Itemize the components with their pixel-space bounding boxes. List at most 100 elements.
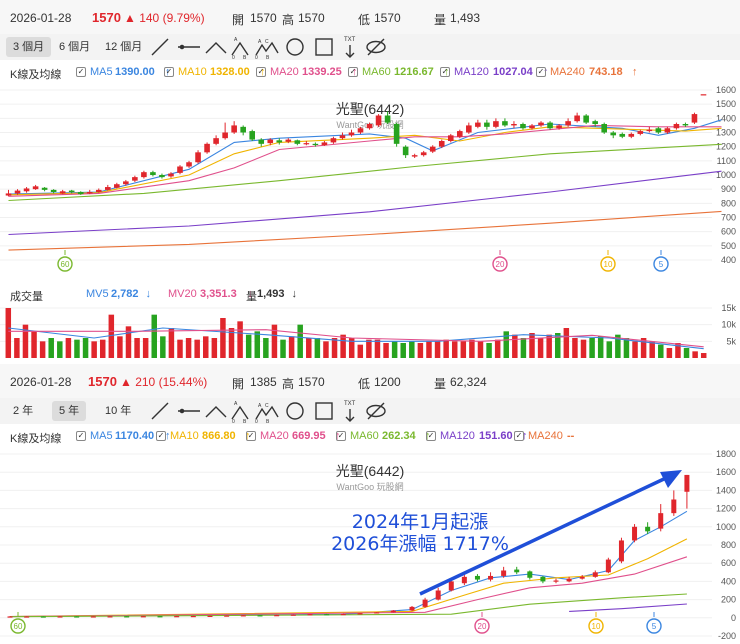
quote-date-long: 2026-01-28	[10, 375, 72, 389]
annotation-line1: 2024年1月起漲	[352, 511, 488, 533]
volume-bar	[331, 338, 338, 358]
candle-body	[140, 616, 146, 618]
legend-checkbox[interactable]: ✓	[536, 67, 546, 77]
legend-label-ma120: MA120	[440, 430, 475, 442]
volume-legend-value: 3,351.3	[200, 288, 237, 300]
candle-body	[312, 143, 319, 146]
candle-body	[671, 499, 677, 514]
circle-tool-icon	[286, 402, 304, 420]
candle-body	[307, 614, 313, 616]
period-6m-button[interactable]: 6 個月	[59, 41, 91, 53]
candle-body	[190, 615, 196, 618]
legend-checkbox[interactable]: ✓	[76, 67, 86, 77]
svg-text:A: A	[258, 39, 262, 45]
legend-value-ma5: 1170.40	[115, 430, 155, 442]
volume-bar	[74, 339, 80, 358]
volume-bar	[546, 334, 552, 358]
candle-body	[601, 124, 608, 133]
candle-body	[14, 190, 21, 194]
period-3m-button[interactable]: 3 個月	[6, 37, 52, 57]
candle-body	[420, 152, 427, 156]
candle-body	[574, 115, 580, 122]
legend-checkbox[interactable]: ✓	[440, 67, 450, 77]
period-5y-button[interactable]: 5 年	[52, 401, 87, 421]
volume-bar	[185, 338, 192, 358]
candle-body	[123, 181, 129, 185]
ma-marker-circle	[588, 618, 604, 634]
ma-marker-label: 60	[61, 260, 70, 269]
candle-body	[222, 132, 228, 139]
candle-body	[357, 613, 363, 615]
volume-legend-label: 量	[246, 291, 257, 303]
volume-bar	[400, 343, 406, 358]
legend-checkbox[interactable]: ✓	[336, 431, 346, 441]
hide-drawings-icon	[366, 38, 386, 56]
period-2y-button[interactable]: 2 年	[13, 405, 34, 417]
legend-checkbox[interactable]: ✓	[156, 431, 166, 441]
candle-body	[605, 559, 611, 573]
volume-bar	[254, 331, 261, 358]
candle-body	[592, 121, 598, 124]
period-12m-button[interactable]: 12 個月	[105, 41, 143, 53]
volume-bar	[443, 339, 449, 358]
ma-marker-circle	[492, 256, 508, 272]
candle-body	[174, 616, 180, 618]
legend-checkbox[interactable]: ✓	[256, 67, 266, 77]
svg-text:A: A	[258, 403, 262, 409]
rectangle-tool-icon	[315, 38, 333, 56]
legend-checkbox[interactable]: ✓	[164, 67, 174, 77]
legend-checkbox[interactable]: ✓	[76, 431, 86, 441]
volume-bar	[151, 314, 157, 358]
legend-label-ma10: MA10	[178, 66, 207, 78]
y-tick-label: 200	[721, 595, 736, 605]
volume-bar	[48, 338, 54, 358]
candle-body	[204, 143, 210, 153]
legend-checkbox[interactable]: ✓	[348, 67, 358, 77]
y-tick-label: 1400	[716, 113, 736, 123]
volume-legend-title: 成交量	[10, 291, 43, 303]
volume-bar	[263, 338, 269, 358]
period-10y-button[interactable]: 10 年	[105, 405, 132, 417]
open-label: 開	[232, 13, 245, 27]
candle-body	[664, 128, 671, 133]
candle-body	[435, 590, 441, 600]
candle-body	[348, 132, 355, 136]
candle-body	[655, 128, 662, 133]
volume-legend: 成交量 MV5 2,782 ↓ MV20 3,351.3 ↓ 量 1,493 ↓	[0, 284, 740, 304]
chart-subtitle: WantGoo 玩股網	[336, 481, 403, 492]
legend-checkbox[interactable]: ✓	[246, 431, 256, 441]
y-tick-label: -200	[718, 631, 736, 641]
volume-bar	[142, 338, 149, 358]
volume-chart: 5k 10k 15k	[0, 304, 736, 358]
quote-change: ▲ 140 (9.79%)	[124, 11, 205, 25]
abc-pattern-tool-icon	[231, 41, 249, 56]
ma-line-ma10	[9, 538, 688, 618]
candle-body	[107, 616, 113, 618]
candle-body	[618, 540, 624, 562]
candle-body	[529, 125, 535, 129]
ma-marker-circle	[653, 256, 669, 272]
y-tick-label: 1200	[716, 142, 736, 152]
y-tick-label: 1800	[716, 449, 736, 459]
candle-body	[566, 578, 572, 582]
volume-bar	[14, 338, 20, 358]
volume-bar	[512, 334, 518, 358]
candle-body	[538, 122, 544, 126]
legend-checkbox[interactable]: ✓	[426, 431, 436, 441]
high-value-long: 1570	[298, 375, 325, 389]
legend-checkbox[interactable]: ✓	[514, 431, 524, 441]
candle-body	[448, 581, 454, 591]
ma-legend: K線及均線 ✓ MA5 1390.00 ↑ ✓ MA10 1328.00 ↑ ✓ MA20 1339…	[0, 62, 740, 82]
candle-body	[475, 122, 481, 127]
volume-bar	[615, 334, 621, 358]
ma-marker-circle	[474, 618, 490, 634]
y-tick-label: 600	[721, 558, 736, 568]
volume-legend-arrow-icon: ↓	[247, 288, 254, 300]
legend-value-ma20: 669.95	[292, 430, 326, 442]
candle-body	[274, 615, 280, 617]
candle-body	[249, 131, 256, 140]
candle-body	[294, 140, 301, 144]
candle-body	[195, 152, 201, 163]
volume-bar	[288, 336, 295, 358]
